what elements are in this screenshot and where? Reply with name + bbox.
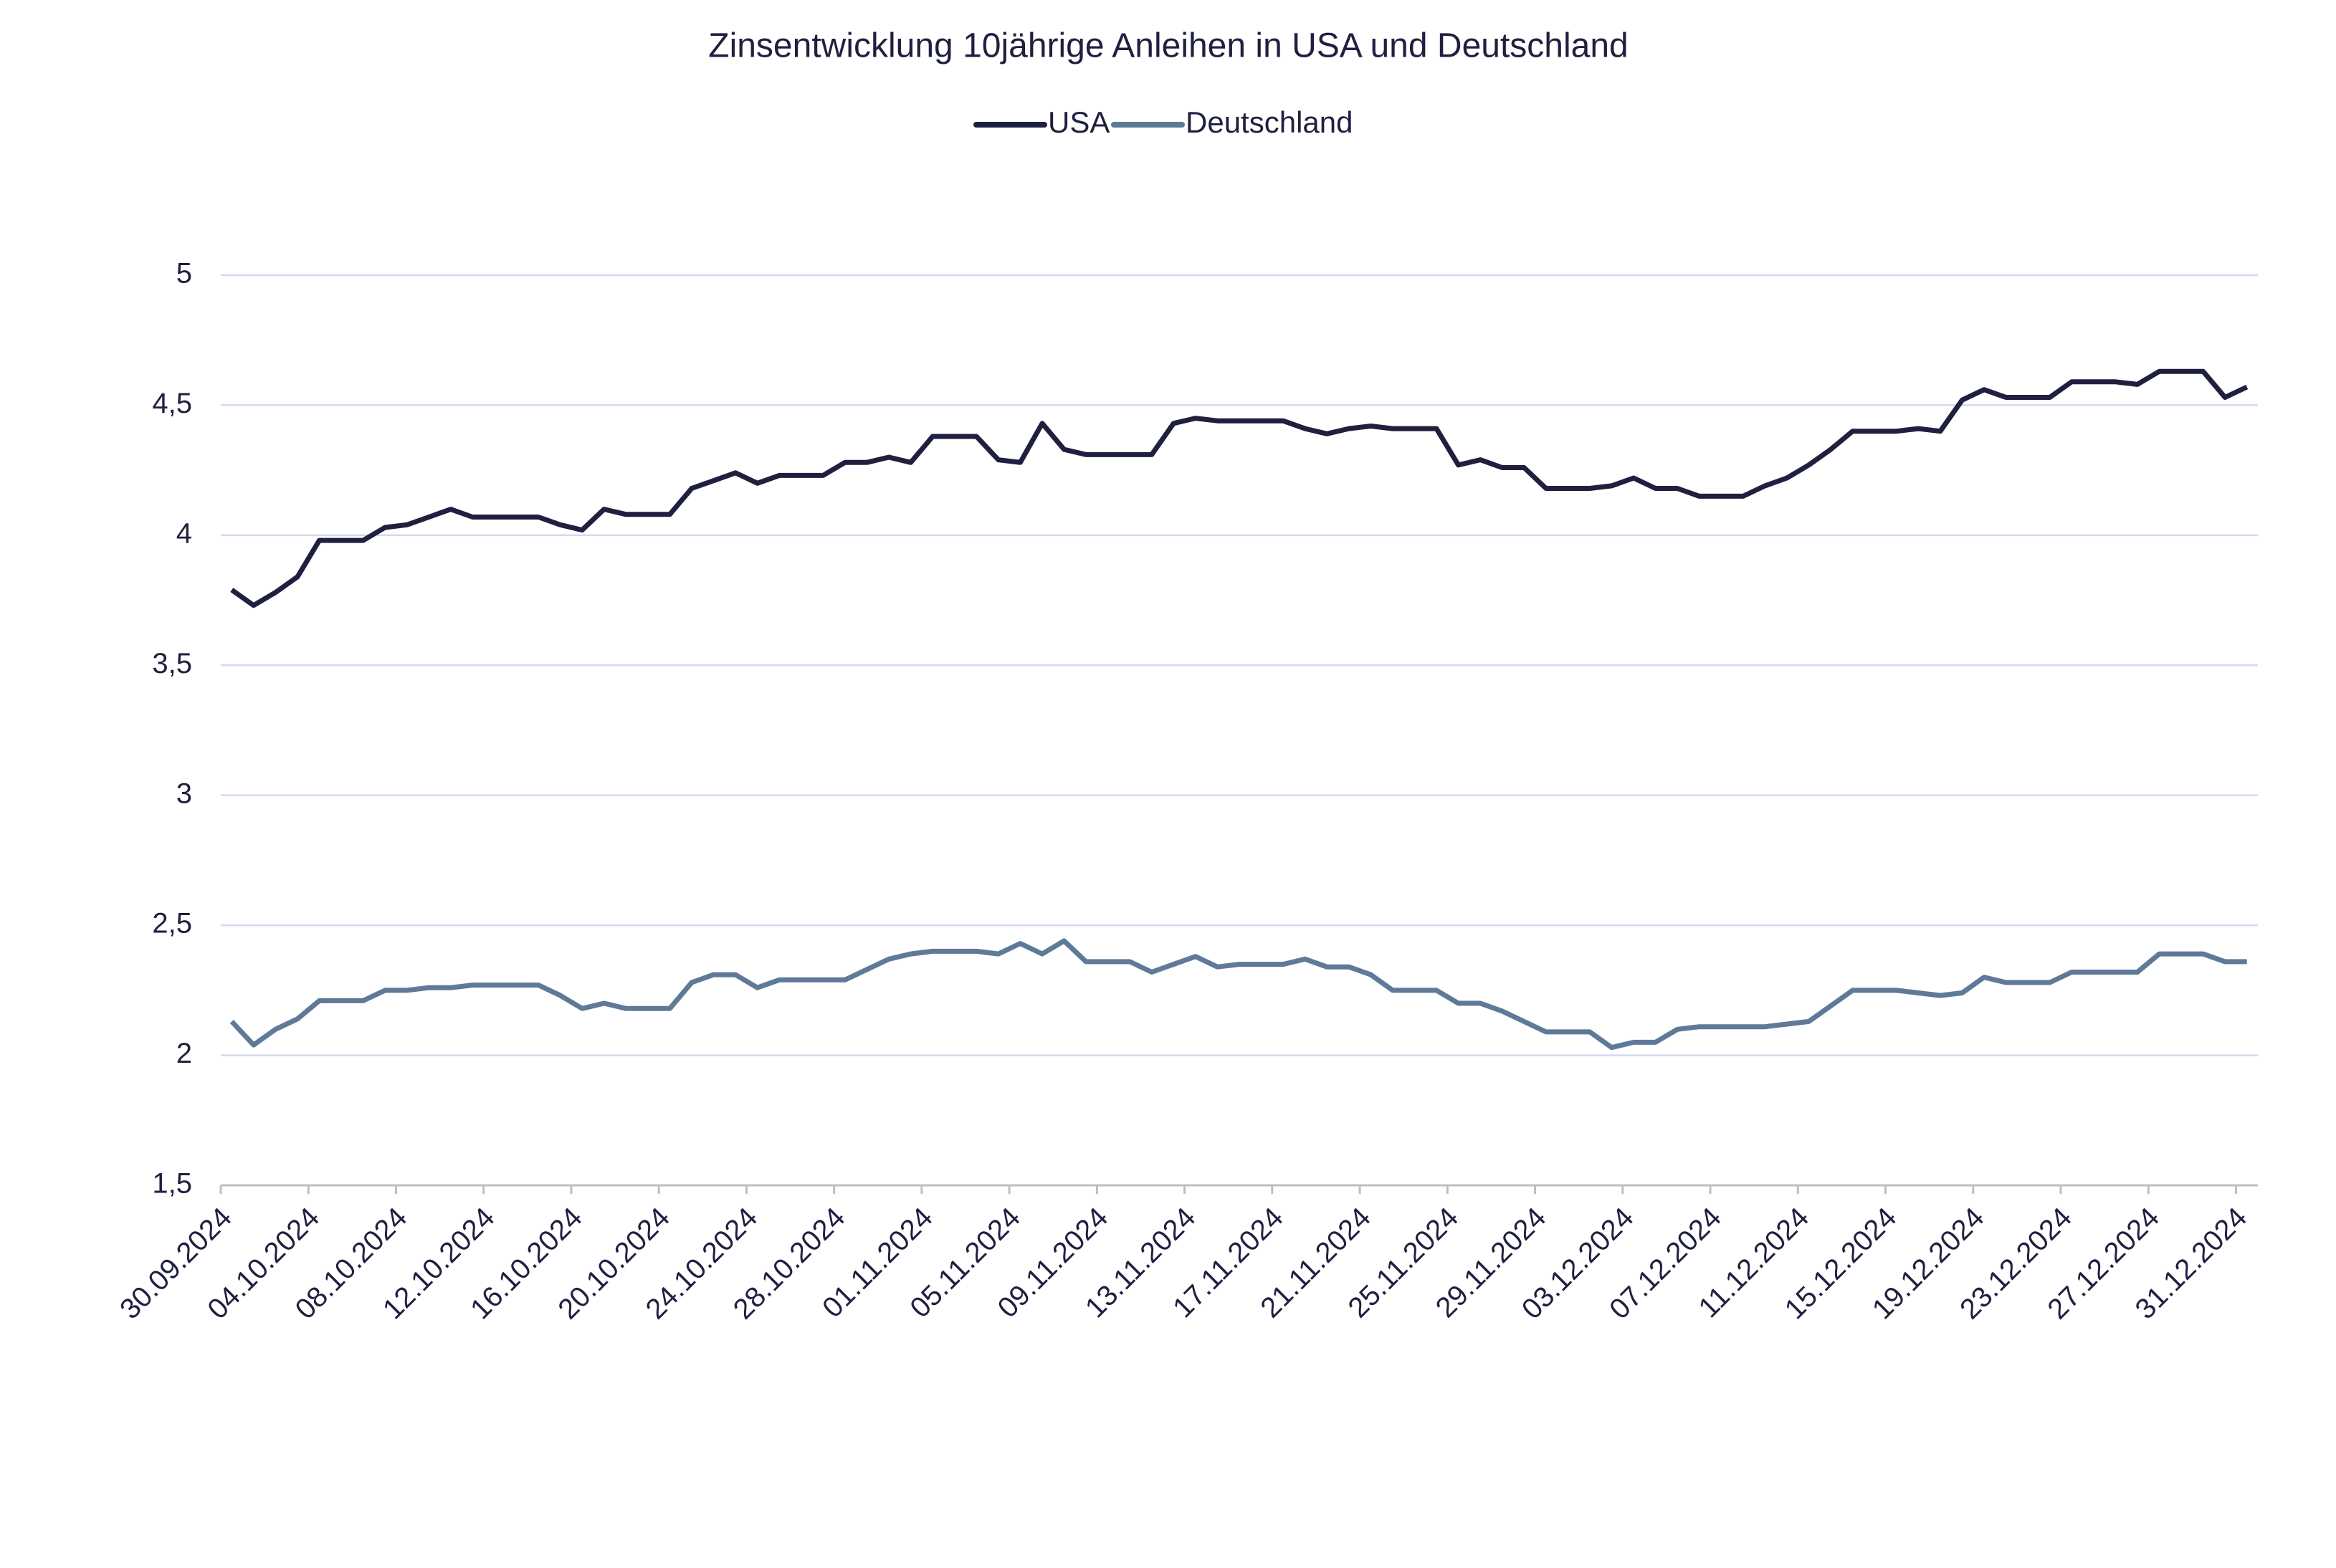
y-tick-label: 3: [176, 778, 192, 809]
y-tick-label: 2: [176, 1038, 192, 1069]
legend: USA Deutschland: [973, 105, 1353, 139]
y-tick-label: 3,5: [152, 648, 192, 679]
y-tick-label: 1,5: [152, 1168, 192, 1200]
line-series: [229, 938, 2247, 1051]
y-tick-label: 4: [176, 517, 192, 549]
chart-title: Zinsentwicklung 10jährige Anleihen in US…: [708, 27, 1628, 65]
y-tick-label: 5: [176, 258, 192, 290]
legend-label: Deutschland: [1186, 105, 1353, 139]
y-tick-label: 4,5: [152, 388, 192, 419]
legend-label: USA: [1048, 105, 1110, 139]
line-series: [230, 368, 2249, 608]
y-tick-label: 2,5: [152, 908, 192, 940]
